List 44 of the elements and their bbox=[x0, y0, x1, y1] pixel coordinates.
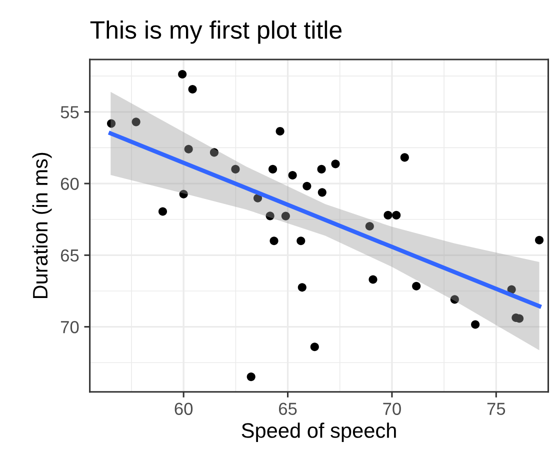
point bbox=[535, 236, 544, 244]
point bbox=[231, 164, 240, 174]
point bbox=[158, 207, 168, 216]
x-tick-label: 65 bbox=[279, 402, 297, 416]
y-axis-title: Duration (in ms) bbox=[32, 152, 52, 298]
point bbox=[132, 118, 140, 126]
point bbox=[400, 153, 409, 162]
point bbox=[317, 164, 326, 174]
point bbox=[188, 84, 197, 94]
point bbox=[318, 188, 326, 197]
point bbox=[268, 164, 278, 174]
line-series bbox=[108, 131, 542, 308]
y-tick-label: 55 bbox=[60, 106, 79, 118]
point bbox=[365, 222, 374, 231]
y-tick-label: 65 bbox=[60, 249, 79, 262]
point bbox=[302, 182, 312, 190]
point bbox=[106, 119, 116, 128]
x-tick-label: 70 bbox=[383, 402, 401, 416]
point bbox=[296, 236, 306, 246]
point bbox=[384, 210, 392, 220]
point bbox=[392, 210, 401, 220]
point bbox=[310, 342, 319, 352]
point bbox=[276, 126, 284, 136]
point bbox=[298, 283, 306, 292]
point bbox=[210, 148, 218, 157]
y-tick-label: 70 bbox=[60, 320, 79, 334]
point bbox=[450, 295, 459, 304]
point bbox=[288, 170, 297, 180]
point bbox=[331, 160, 340, 168]
point bbox=[246, 372, 256, 382]
point bbox=[270, 236, 278, 246]
chart-title: This is my first plot title bbox=[90, 20, 342, 44]
point bbox=[184, 144, 193, 154]
point bbox=[471, 320, 480, 329]
point bbox=[178, 70, 187, 79]
point bbox=[179, 190, 188, 198]
point bbox=[266, 212, 274, 220]
point bbox=[368, 275, 378, 284]
x-tick-label: 75 bbox=[487, 402, 506, 416]
y-tick-label: 60 bbox=[60, 178, 79, 190]
point bbox=[412, 282, 421, 290]
x-axis-title: Speed of speech bbox=[242, 422, 396, 442]
point bbox=[281, 212, 290, 220]
x-tick-label: 60 bbox=[174, 402, 193, 416]
